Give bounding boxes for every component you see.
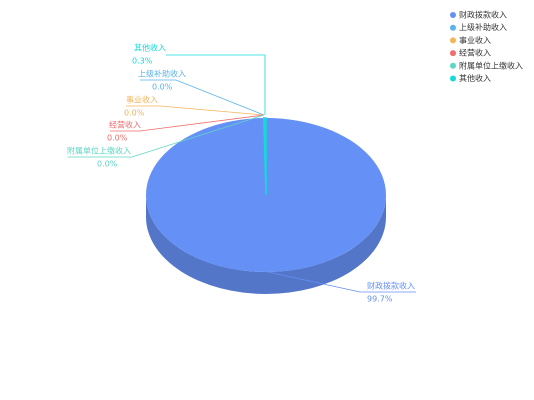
- slice-side: [146, 195, 386, 294]
- legend-label: 附属单位上缴收入: [459, 60, 523, 70]
- slice: [262, 117, 267, 196]
- legend-marker: [450, 24, 456, 31]
- legend-marker: [450, 12, 456, 18]
- leader-line: [267, 271, 416, 293]
- slice-label: 事业收入: [126, 95, 158, 105]
- value-label: 0.0%: [107, 134, 128, 143]
- legend-label: 事业收入: [459, 35, 491, 45]
- value-label: 99.7%: [367, 295, 393, 304]
- slice-label: 其他收入: [134, 43, 166, 53]
- leader-line: [68, 114, 265, 158]
- value-label: 0.3%: [132, 57, 153, 66]
- value-label: 0.0%: [124, 109, 145, 118]
- leader-line: [140, 79, 265, 116]
- slice-label: 经营收入: [109, 120, 141, 130]
- value-label: 0.0%: [152, 83, 173, 92]
- value-label: 0.0%: [97, 160, 118, 169]
- leader-line: [166, 54, 266, 115]
- legend-marker: [450, 62, 456, 69]
- leader-line: [126, 105, 265, 116]
- legend-marker: [450, 75, 456, 82]
- legend-label: 其他收入: [459, 73, 491, 83]
- legend-marker: [450, 50, 456, 57]
- slice-label: 财政拨款收入: [367, 281, 415, 291]
- legend-label: 财政拨款收入: [459, 10, 507, 20]
- slice-label: 附属单位上缴收入: [67, 146, 131, 156]
- legend-label: 经营收入: [459, 48, 491, 58]
- leader-line: [110, 114, 265, 132]
- legend-marker: [450, 37, 456, 44]
- legend-label: 上级补助收入: [459, 22, 507, 32]
- slice-label: 上级补助收入: [138, 69, 186, 79]
